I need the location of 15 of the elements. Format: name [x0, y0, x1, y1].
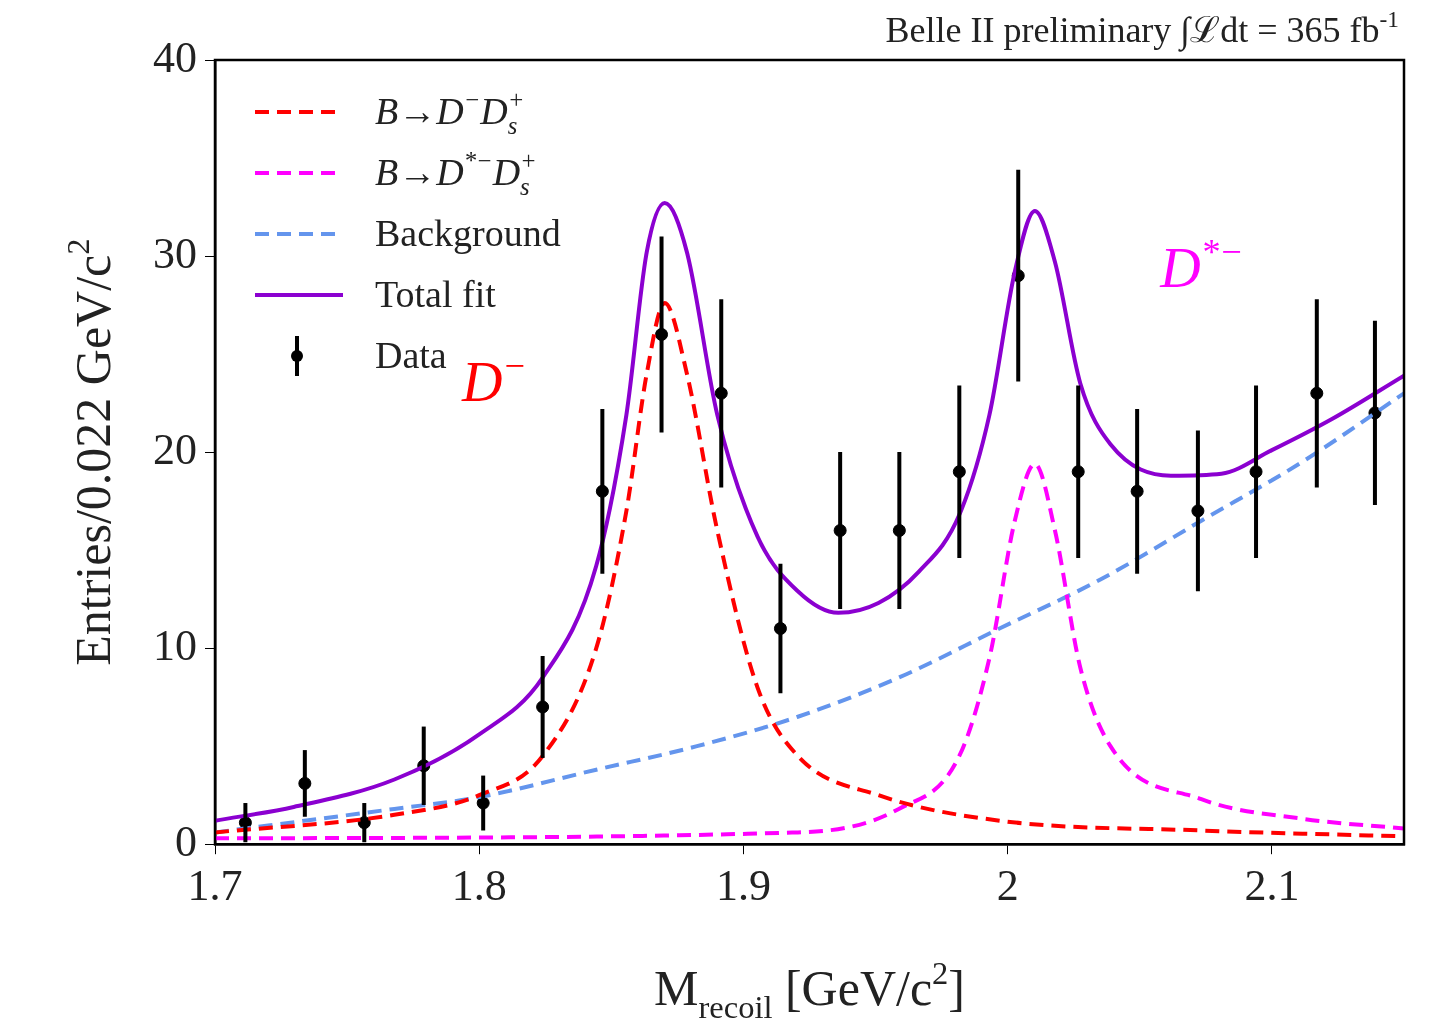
annotation: D*−: [1159, 231, 1244, 300]
y-tick-label: 40: [153, 32, 197, 82]
y-tick-label: 10: [153, 620, 197, 670]
y-tick-label: 30: [153, 228, 197, 278]
x-tick-label: 1.8: [451, 861, 507, 911]
legend-label: Background: [375, 212, 561, 254]
annotation: D−: [460, 345, 527, 414]
y-tick-label: 20: [153, 424, 197, 474]
legend-label: Total fit: [375, 273, 497, 315]
y-axis-title: Entries/0.022 GeV/c2: [60, 238, 121, 666]
x-tick-label: 2: [996, 861, 1019, 911]
x-tick-label: 1.9: [715, 861, 771, 911]
line-series: [215, 201, 1404, 823]
x-tick-label: 2.1: [1244, 861, 1300, 911]
legend-label: Data: [375, 334, 447, 376]
